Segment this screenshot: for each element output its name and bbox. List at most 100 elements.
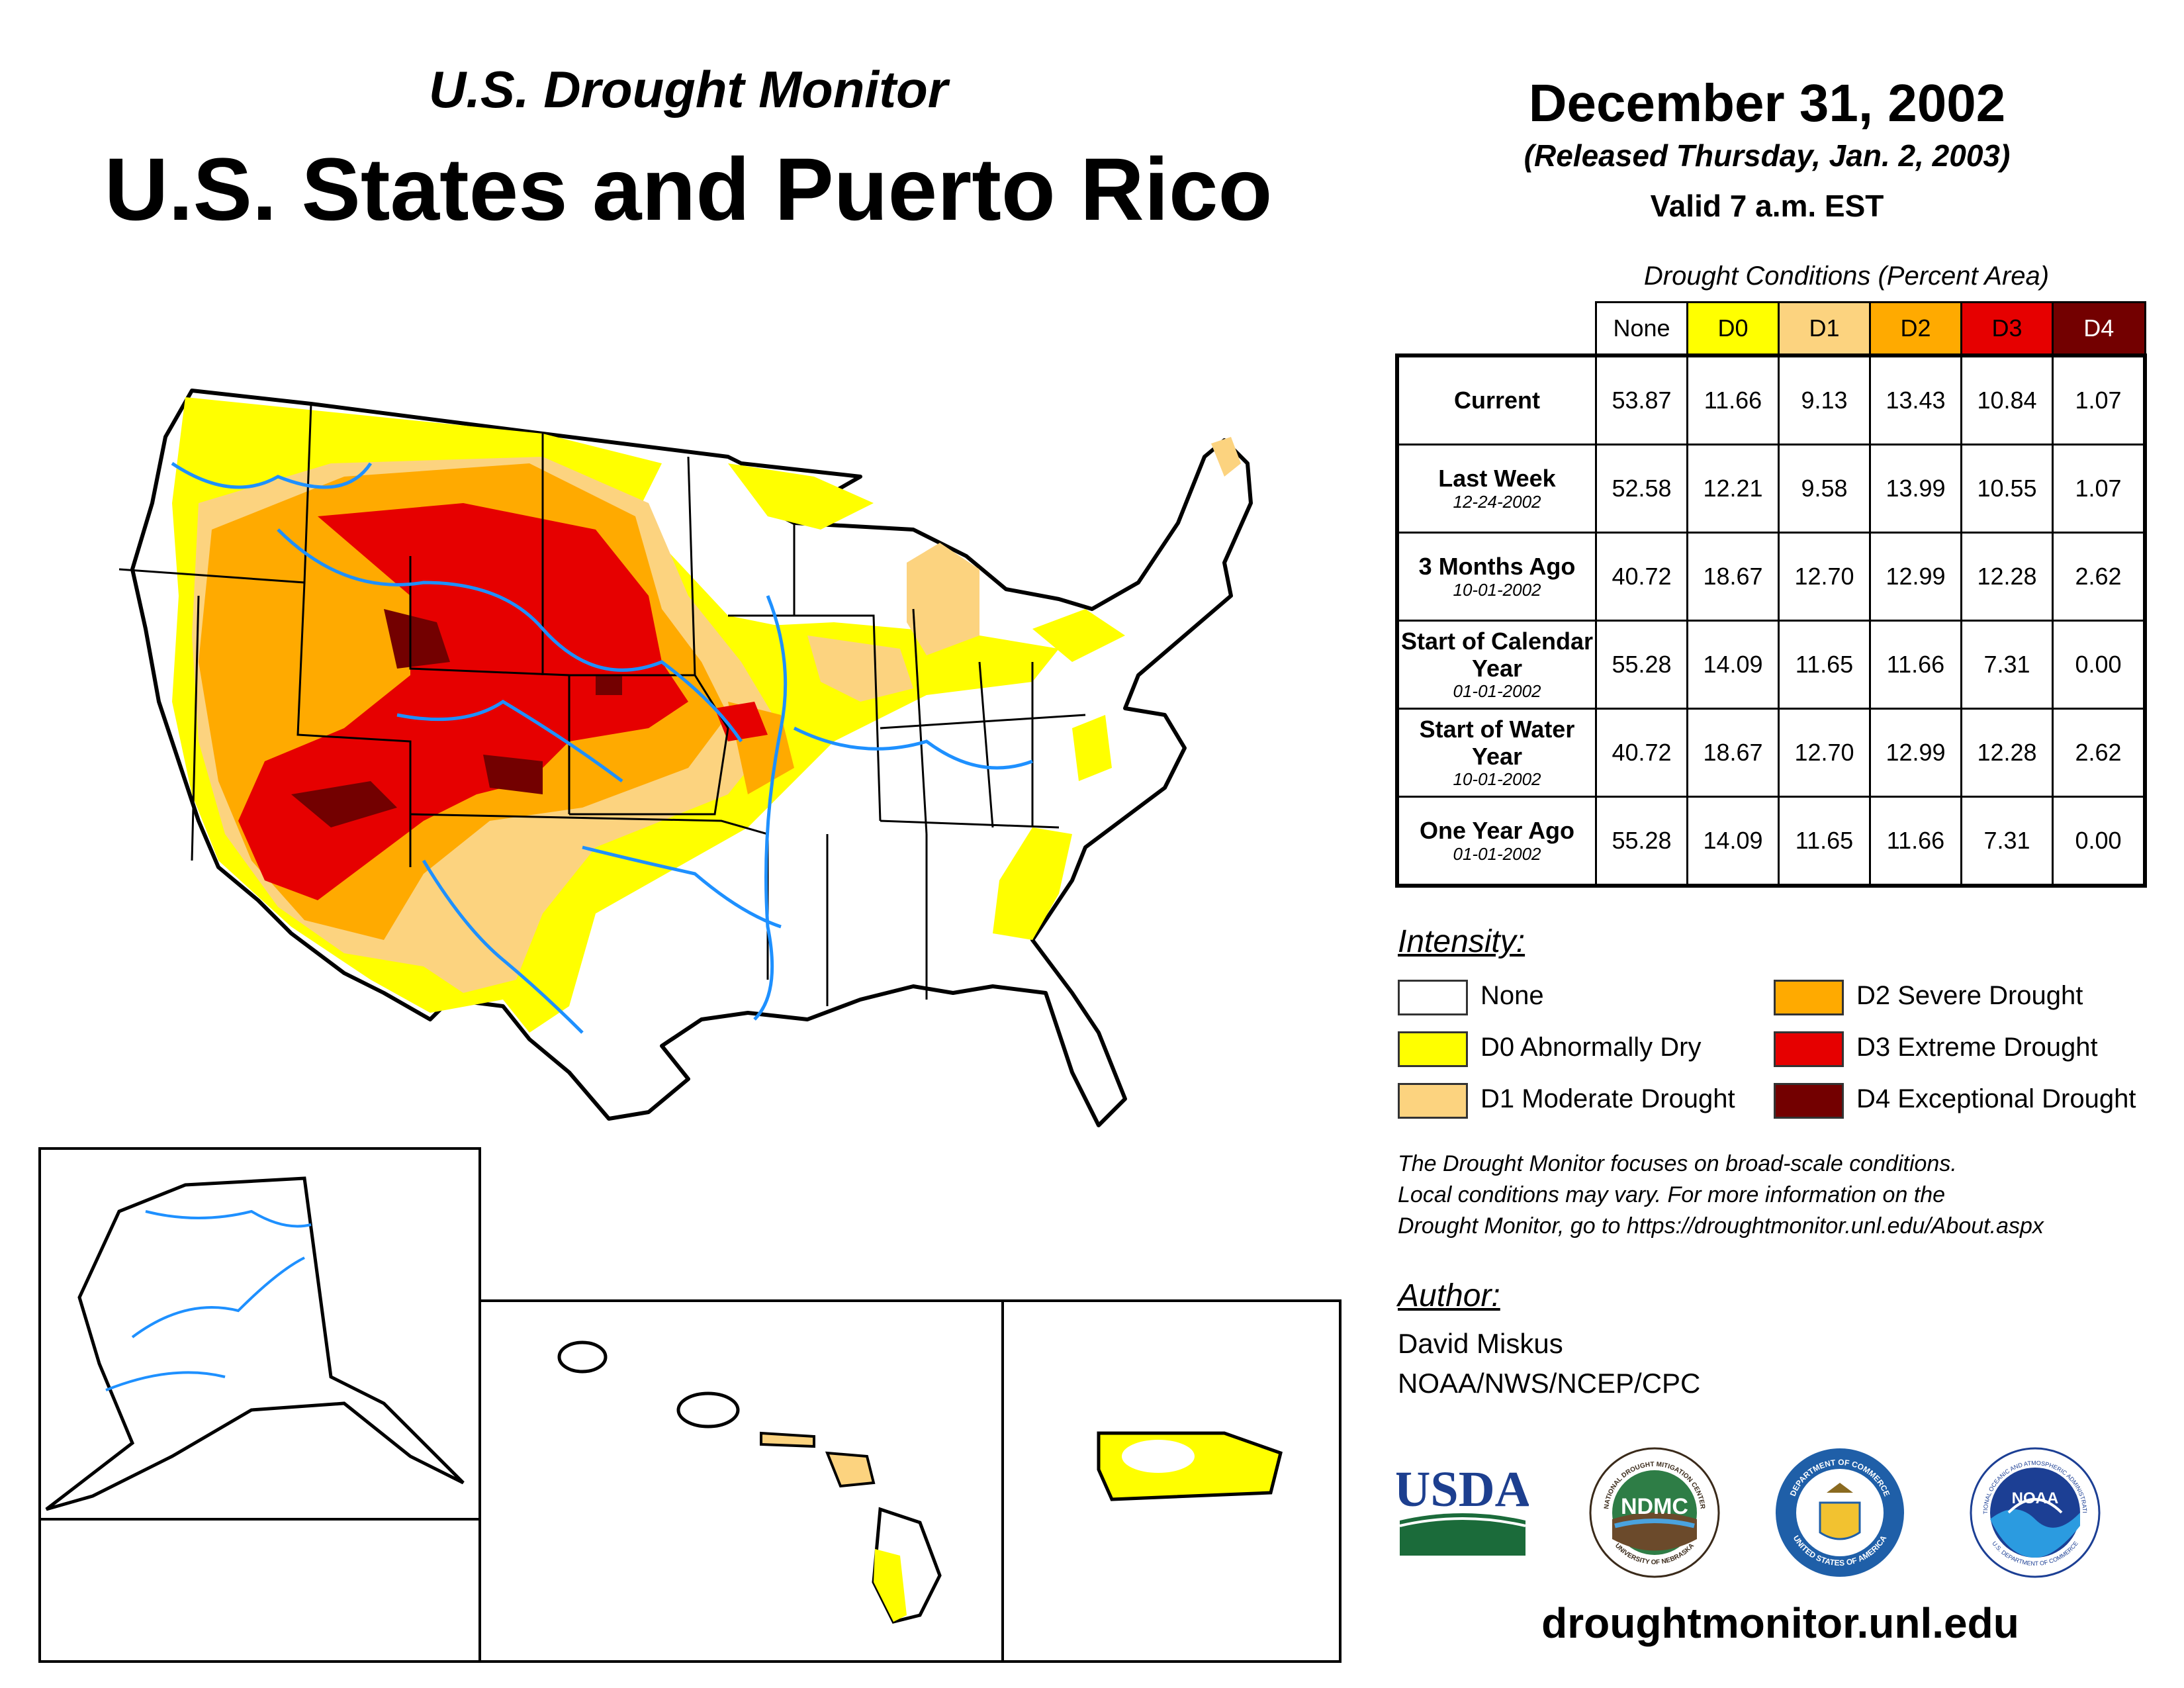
table-row: One Year Ago 01-01-2002 55.28 14.09 11.65 11.… bbox=[1395, 796, 2147, 888]
d1-region-maine bbox=[1211, 437, 1241, 477]
row-label-date: 12-24-2002 bbox=[1453, 491, 1541, 512]
row-label: Start of Water Year 10-01-2002 bbox=[1395, 708, 1597, 798]
legend-swatch bbox=[1398, 1083, 1468, 1119]
row-label: Current bbox=[1395, 353, 1597, 445]
cell-d2: 13.99 bbox=[1869, 444, 1962, 534]
cell-d0: 14.09 bbox=[1686, 620, 1780, 710]
cell-d1: 11.65 bbox=[1778, 620, 1871, 710]
cell-d0: 18.67 bbox=[1686, 708, 1780, 798]
cell-d2: 13.43 bbox=[1869, 353, 1962, 445]
valid-time: Valid 7 a.m. EST bbox=[1650, 189, 1884, 223]
cell-d2: 11.66 bbox=[1869, 796, 1962, 888]
column-header-d4: D4 bbox=[2052, 301, 2146, 357]
legend-label: None bbox=[1480, 981, 1544, 1010]
table-row: Start of Calendar Year 01-01-2002 55.28 14.… bbox=[1395, 620, 2147, 710]
legend-label: D1 Moderate Drought bbox=[1480, 1084, 1735, 1113]
legend-label: D3 Extreme Drought bbox=[1856, 1033, 2098, 1062]
puerto-rico-none-area bbox=[1122, 1440, 1195, 1473]
website-url[interactable]: droughtmonitor.unl.edu bbox=[1541, 1599, 2019, 1647]
cell-d2: 12.99 bbox=[1869, 708, 1962, 798]
legend-swatch bbox=[1398, 980, 1468, 1015]
drought-conditions-table: None D0 D1 D2 D3 D4 Current 53.87 11.66 9.1… bbox=[1395, 301, 2147, 888]
row-label-date: 10-01-2002 bbox=[1453, 579, 1541, 600]
author-block: David Miskus NOAA/NWS/NCEP/CPC bbox=[1398, 1324, 1700, 1403]
cell-d1: 11.65 bbox=[1778, 796, 1871, 888]
aleutians-inset-frame bbox=[38, 1518, 481, 1663]
row-label-date: 01-01-2002 bbox=[1453, 843, 1541, 864]
valid-date: December 31, 2002 bbox=[1528, 73, 2006, 132]
legend-swatch bbox=[1398, 1031, 1468, 1067]
table-row: Current 53.87 11.66 9.13 13.43 10.84 1.07 bbox=[1395, 353, 2147, 445]
table-row: 3 Months Ago 10-01-2002 40.72 18.67 12.70 12.… bbox=[1395, 532, 2147, 622]
d0-region-virginia bbox=[1072, 715, 1112, 781]
row-label: 3 Months Ago 10-01-2002 bbox=[1395, 532, 1597, 622]
cell-d4: 0.00 bbox=[2052, 620, 2147, 710]
cell-d0: 12.21 bbox=[1686, 444, 1780, 534]
legend-swatch bbox=[1774, 980, 1844, 1015]
hawaii-island-molokai bbox=[760, 1431, 815, 1448]
cell-d4: 1.07 bbox=[2052, 444, 2147, 534]
row-label-text: 3 Months Ago bbox=[1418, 553, 1576, 581]
legend-title: Intensity: bbox=[1398, 924, 1525, 959]
alaska-rivers bbox=[105, 1209, 312, 1391]
state-boundaries bbox=[118, 403, 1086, 1006]
note-line-2: Local conditions may vary. For more info… bbox=[1398, 1182, 1946, 1207]
usda-logo-text: USDA bbox=[1396, 1462, 1529, 1517]
cell-d4: 2.62 bbox=[2052, 708, 2147, 798]
cell-d1: 9.13 bbox=[1778, 353, 1871, 445]
puerto-rico-inset-frame bbox=[1001, 1299, 1342, 1663]
table-body: Current 53.87 11.66 9.13 13.43 10.84 1.07 Last … bbox=[1395, 353, 2147, 888]
hawaii-island-kauai bbox=[557, 1340, 608, 1374]
note-line-3: Drought Monitor, go to https://droughtmo… bbox=[1398, 1213, 2044, 1239]
legend-swatch bbox=[1774, 1083, 1844, 1119]
column-header-d0: D0 bbox=[1686, 301, 1780, 357]
cell-none: 52.58 bbox=[1595, 444, 1688, 534]
hawaii-island-oahu bbox=[676, 1391, 740, 1429]
author-org: NOAA/NWS/NCEP/CPC bbox=[1398, 1368, 1701, 1399]
noaa-logo: NATIONAL OCEANIC AND ATMOSPHERIC ADMINIS… bbox=[1969, 1446, 2101, 1578]
column-header-d2: D2 bbox=[1869, 301, 1962, 357]
row-label-text: Current bbox=[1453, 387, 1540, 414]
cell-d1: 12.70 bbox=[1778, 532, 1871, 622]
table-header-row: None D0 D1 D2 D3 D4 bbox=[1397, 301, 2146, 357]
cell-d3: 12.28 bbox=[1960, 708, 2054, 798]
cell-none: 55.28 bbox=[1595, 796, 1688, 888]
table-corner bbox=[1397, 303, 1596, 356]
table-row: Last Week 12-24-2002 52.58 12.21 9.58 13.99 10… bbox=[1395, 444, 2147, 534]
drought-map bbox=[38, 389, 1342, 1663]
note-line-1: The Drought Monitor focuses on broad-sca… bbox=[1398, 1151, 1957, 1176]
ndmc-text: NDMC bbox=[1621, 1494, 1688, 1519]
d4-region-colorado bbox=[483, 755, 543, 794]
cell-d3: 7.31 bbox=[1960, 620, 2054, 710]
row-label-text: Last Week bbox=[1438, 465, 1556, 492]
cell-none: 53.87 bbox=[1595, 353, 1688, 445]
conditions-title: Drought Conditions (Percent Area) bbox=[1643, 261, 2050, 291]
author-name: David Miskus bbox=[1398, 1328, 1563, 1359]
rivers bbox=[171, 461, 1033, 1034]
cell-d4: 2.62 bbox=[2052, 532, 2147, 622]
cell-d0: 14.09 bbox=[1686, 796, 1780, 888]
cell-d3: 10.84 bbox=[1960, 353, 2054, 445]
legend-swatch bbox=[1774, 1031, 1844, 1067]
cell-d1: 9.58 bbox=[1778, 444, 1871, 534]
cell-d3: 7.31 bbox=[1960, 796, 2054, 888]
alaska-landmass bbox=[45, 1176, 465, 1511]
cell-none: 55.28 bbox=[1595, 620, 1688, 710]
legend-label: D0 Abnormally Dry bbox=[1480, 1033, 1702, 1062]
row-label-text: Start of Calendar Year bbox=[1400, 627, 1594, 682]
column-header-d1: D1 bbox=[1778, 301, 1871, 357]
row-label-text: Start of Water Year bbox=[1419, 715, 1575, 771]
author-heading: Author: bbox=[1398, 1278, 1500, 1313]
column-header-d3: D3 bbox=[1960, 301, 2054, 357]
table-row: Start of Water Year 10-01-2002 40.72 18.67 1… bbox=[1395, 708, 2147, 798]
d0-region-north bbox=[728, 463, 874, 530]
legend-label: D2 Severe Drought bbox=[1856, 981, 2083, 1010]
row-label-date: 01-01-2002 bbox=[1453, 681, 1541, 702]
d4-region-wyoming bbox=[384, 609, 450, 669]
d4-region-arizona bbox=[291, 781, 397, 827]
hawaii-island-maui bbox=[825, 1451, 876, 1488]
cell-d4: 1.07 bbox=[2052, 353, 2147, 445]
puerto-rico-island bbox=[1097, 1431, 1283, 1501]
row-label-text: One Year Ago bbox=[1419, 817, 1575, 845]
d1-region-michigan bbox=[907, 543, 979, 655]
